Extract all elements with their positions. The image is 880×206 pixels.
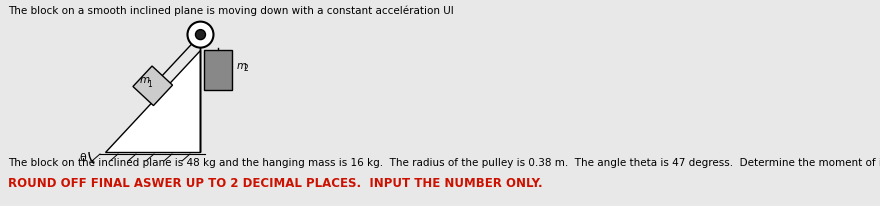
Polygon shape: [133, 66, 172, 106]
Circle shape: [187, 22, 214, 48]
Polygon shape: [105, 50, 201, 152]
Text: 2: 2: [244, 64, 248, 73]
Bar: [204, 50, 232, 90]
Text: ROUND OFF FINAL ASWER UP TO 2 DECIMAL PLACES.  INPUT THE NUMBER ONLY.: ROUND OFF FINAL ASWER UP TO 2 DECIMAL PL…: [8, 177, 543, 190]
Text: 1: 1: [147, 80, 152, 89]
Text: m: m: [140, 75, 150, 85]
Text: The block on a smooth inclined plane is moving down with a constant accelération: The block on a smooth inclined plane is …: [8, 5, 454, 15]
Text: The block on the inclined plane is 48 kg and the hanging mass is 16 kg.  The rad: The block on the inclined plane is 48 kg…: [8, 158, 880, 168]
Text: m: m: [237, 61, 246, 71]
Circle shape: [195, 30, 205, 40]
Text: θ: θ: [79, 153, 86, 163]
